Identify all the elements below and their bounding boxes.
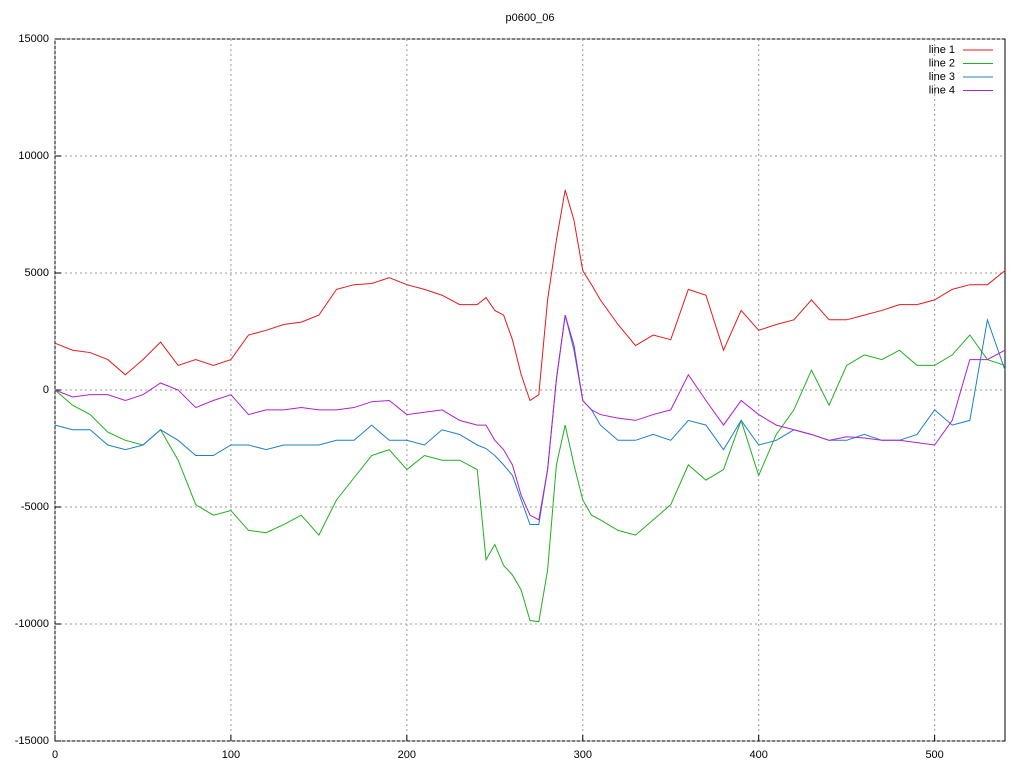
y-tick-label: -5000 <box>21 501 49 513</box>
x-tick-label: 0 <box>52 749 58 761</box>
series-line <box>54 314 1006 526</box>
x-tick-label: 300 <box>574 749 592 761</box>
y-tick-label: 5000 <box>25 267 49 279</box>
series-line <box>54 334 1006 623</box>
x-tick-label: 500 <box>925 749 943 761</box>
legend-label: line 1 <box>929 44 955 56</box>
chart-title: p0600_06 <box>506 12 555 24</box>
y-tick-label: 10000 <box>18 150 49 162</box>
y-tick-label: 15000 <box>18 33 49 45</box>
legend-label: line 3 <box>929 71 955 83</box>
y-tick-label: 0 <box>43 384 49 396</box>
x-tick-label: 400 <box>750 749 768 761</box>
x-tick-label: 100 <box>222 749 240 761</box>
legend-label: line 4 <box>929 84 955 96</box>
series-line <box>54 314 1006 521</box>
x-tick-label: 200 <box>398 749 416 761</box>
legend-label: line 2 <box>929 57 955 69</box>
series-line <box>54 189 1006 402</box>
y-tick-label: -15000 <box>15 735 49 747</box>
y-tick-label: -10000 <box>15 618 49 630</box>
